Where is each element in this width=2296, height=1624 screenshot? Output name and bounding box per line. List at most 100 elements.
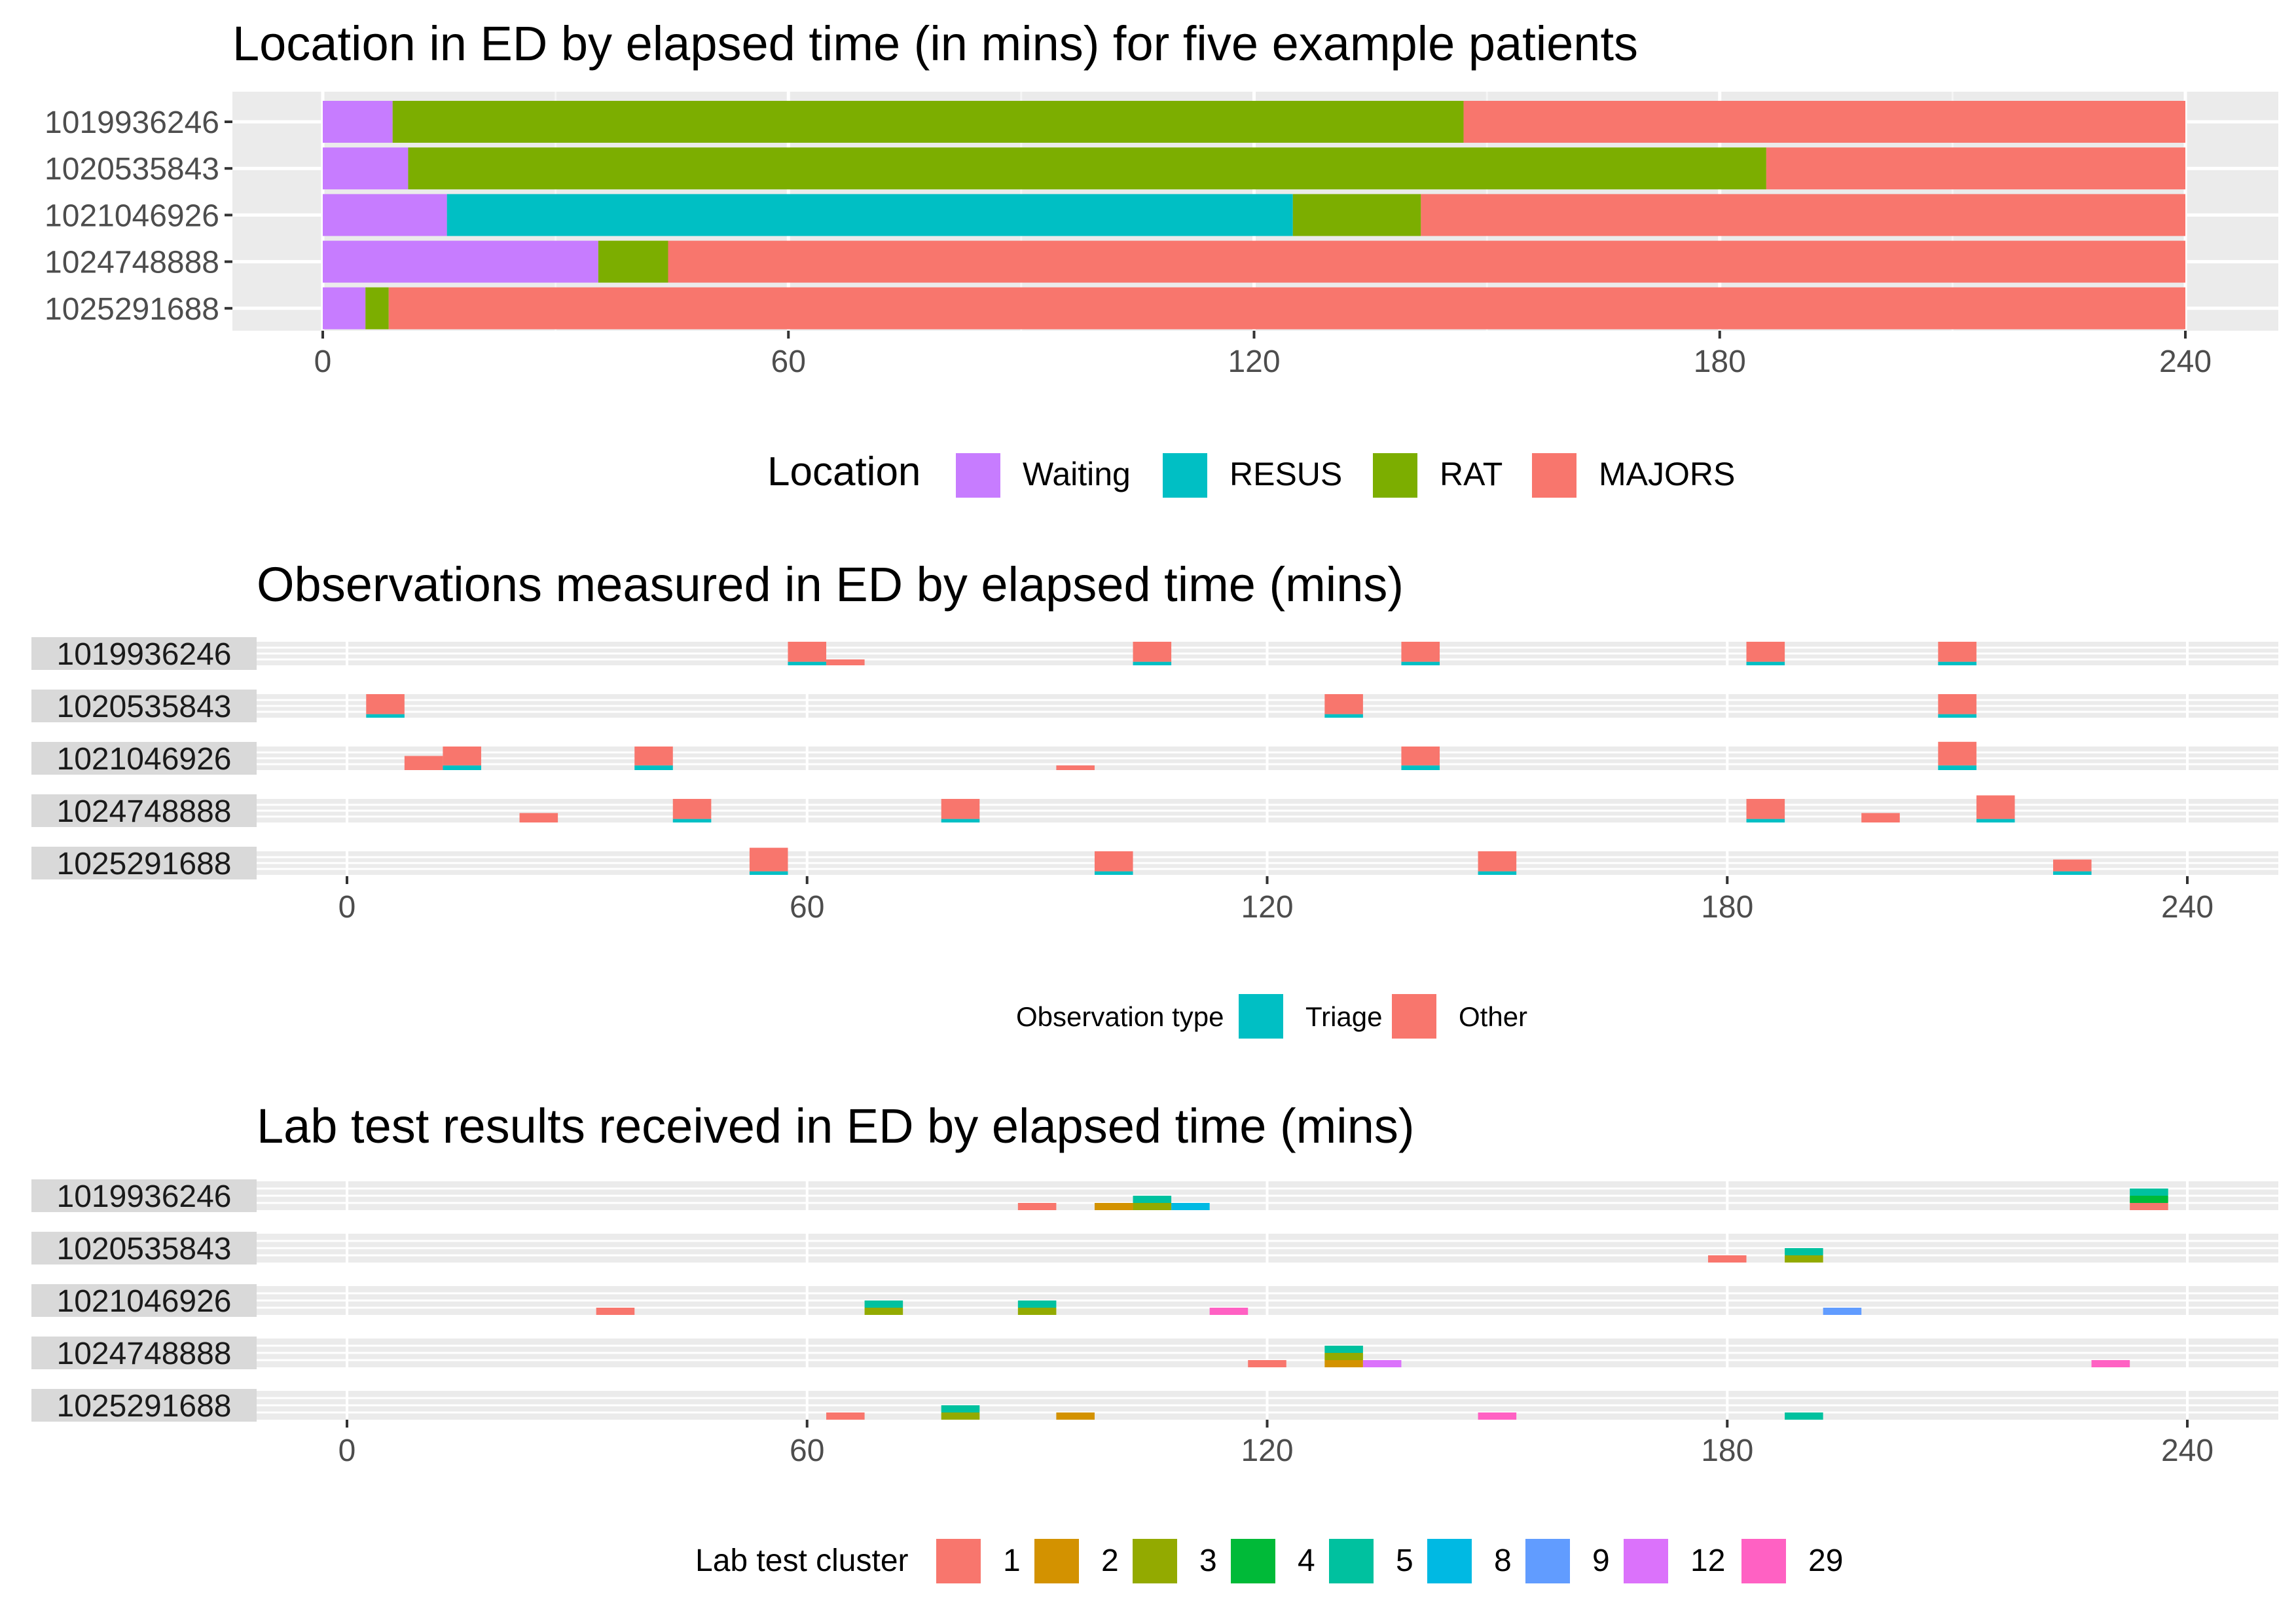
facet-strip-label: 1021046926 bbox=[57, 742, 232, 777]
facet-strip-label: 1025291688 bbox=[57, 847, 232, 881]
x-tick-label: 60 bbox=[790, 890, 824, 925]
count-bar-segment bbox=[2130, 1189, 2168, 1196]
count-bar-segment bbox=[1324, 1360, 1363, 1367]
legend-key-swatch bbox=[936, 1539, 981, 1583]
count-bar-segment bbox=[941, 819, 980, 822]
facet-strip bbox=[31, 742, 257, 775]
location-segment-rat bbox=[408, 147, 1766, 190]
legend-label: RESUS bbox=[1230, 456, 1342, 492]
count-bar-segment bbox=[1017, 1308, 1057, 1315]
legend-key-swatch bbox=[956, 453, 1000, 498]
legend-label: Other bbox=[1459, 1001, 1527, 1032]
legend-key-swatch bbox=[1133, 1539, 1177, 1583]
facet-strip-label: 1020535843 bbox=[57, 1232, 232, 1266]
chart-title: Lab test results received in ED by elaps… bbox=[257, 1099, 1415, 1153]
panel-observations: Observations measured in ED by elapsed t… bbox=[31, 557, 2278, 1039]
legend-key-swatch bbox=[1532, 453, 1576, 498]
legend-label: Triage bbox=[1305, 1001, 1383, 1032]
facet-strip-label: 1025291688 bbox=[57, 1389, 232, 1424]
location-segment-waiting bbox=[323, 240, 598, 283]
facet-strip-label: 1021046926 bbox=[57, 1284, 232, 1319]
location-segment-waiting bbox=[323, 194, 447, 236]
count-bar-segment bbox=[1938, 694, 1977, 714]
count-bar-segment bbox=[672, 799, 712, 819]
count-bar-segment bbox=[1478, 871, 1517, 875]
legend-label: 12 bbox=[1690, 1543, 1725, 1578]
count-bar-segment bbox=[749, 871, 788, 875]
count-bar-segment bbox=[1133, 642, 1172, 662]
facet-strip-label: 1020535843 bbox=[57, 690, 232, 724]
count-bar-segment bbox=[2053, 859, 2092, 872]
legend-label: 3 bbox=[1199, 1543, 1217, 1578]
count-bar-segment bbox=[1746, 661, 1785, 665]
patient-label: 1019936246 bbox=[45, 105, 219, 140]
legend-key-swatch bbox=[1427, 1539, 1472, 1583]
count-bar-segment bbox=[1938, 741, 1977, 766]
facet-strip bbox=[31, 1179, 257, 1212]
legend-label: 8 bbox=[1494, 1543, 1512, 1578]
count-bar-segment bbox=[2130, 1196, 2168, 1203]
patient-label: 1024748888 bbox=[45, 246, 219, 280]
x-tick-label: 60 bbox=[771, 344, 806, 379]
legend-key-swatch bbox=[1392, 994, 1436, 1039]
count-bar-segment bbox=[443, 747, 481, 766]
count-bar-segment bbox=[2091, 1360, 2130, 1367]
count-bar-segment bbox=[1785, 1255, 1823, 1263]
count-bar-segment bbox=[1976, 795, 2015, 819]
location-segment-majors bbox=[1421, 194, 2185, 236]
count-bar-segment bbox=[1746, 819, 1785, 822]
count-bar-segment bbox=[1056, 765, 1095, 770]
count-bar-segment bbox=[519, 813, 558, 822]
count-bar-segment bbox=[1938, 661, 1977, 665]
count-bar-segment bbox=[1094, 1203, 1133, 1210]
count-bar-segment bbox=[1094, 871, 1133, 875]
legend-label: 5 bbox=[1396, 1543, 1413, 1578]
legend-label: MAJORS bbox=[1599, 456, 1735, 492]
count-bar-segment bbox=[941, 1405, 980, 1412]
count-bar-segment bbox=[1938, 642, 1977, 662]
count-bar-segment bbox=[1785, 1412, 1823, 1420]
patient-label: 1025291688 bbox=[45, 292, 219, 327]
count-bar-segment bbox=[1746, 799, 1785, 819]
facet-strip bbox=[31, 637, 257, 670]
location-segment-rat bbox=[392, 101, 1464, 143]
facet-strip-label: 1019936246 bbox=[57, 1179, 232, 1214]
count-bar-segment bbox=[1056, 1412, 1095, 1420]
count-bar-segment bbox=[1133, 1196, 1172, 1203]
location-segment-waiting bbox=[323, 101, 393, 143]
count-bar-segment bbox=[634, 765, 673, 770]
count-bar-segment bbox=[826, 1412, 865, 1420]
count-bar-segment bbox=[1861, 813, 1900, 822]
count-bar-segment bbox=[443, 765, 481, 770]
legend-key-swatch bbox=[1525, 1539, 1570, 1583]
x-tick-label: 240 bbox=[2159, 344, 2212, 379]
patient-label: 1020535843 bbox=[45, 152, 219, 187]
legend-label: 29 bbox=[1808, 1543, 1843, 1578]
panel-lab-tests: Lab test results received in ED by elaps… bbox=[31, 1099, 2278, 1583]
facet-strip bbox=[31, 794, 257, 827]
legend-label: Waiting bbox=[1023, 456, 1131, 492]
count-bar-segment bbox=[1976, 819, 2015, 822]
x-tick-label: 120 bbox=[1241, 1433, 1293, 1468]
legend-label: RAT bbox=[1440, 456, 1503, 492]
count-bar-segment bbox=[788, 661, 827, 665]
count-bar-segment bbox=[1823, 1308, 1862, 1315]
count-bar-segment bbox=[366, 694, 405, 714]
legend-label: 1 bbox=[1003, 1543, 1021, 1578]
facet-strip bbox=[31, 1232, 257, 1264]
x-tick-label: 0 bbox=[338, 890, 356, 925]
legend-title: Location bbox=[767, 449, 920, 494]
count-bar-segment bbox=[1478, 851, 1517, 872]
location-segment-majors bbox=[668, 240, 2185, 283]
count-bar-segment bbox=[1401, 642, 1440, 662]
count-bar-segment bbox=[404, 756, 443, 770]
location-segment-waiting bbox=[323, 147, 409, 190]
location-segment-majors bbox=[388, 287, 2185, 329]
legend-label: 2 bbox=[1101, 1543, 1119, 1578]
count-bar-segment bbox=[1094, 851, 1133, 872]
x-tick-label: 60 bbox=[790, 1433, 824, 1468]
count-bar-segment bbox=[826, 659, 865, 665]
chart-title: Observations measured in ED by elapsed t… bbox=[257, 557, 1404, 612]
count-bar-segment bbox=[1938, 765, 1977, 770]
